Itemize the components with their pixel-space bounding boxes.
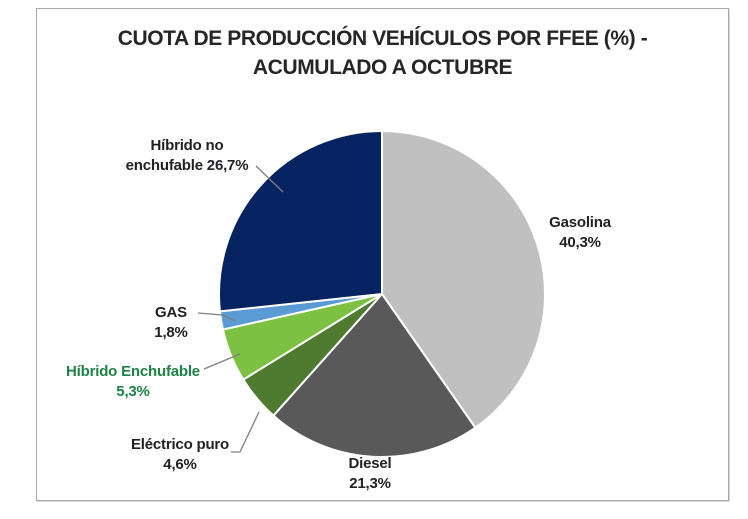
slice-label-gasolina: Gasolina 40,3% xyxy=(520,213,640,253)
slice-label-name: Eléctrico puro xyxy=(130,436,230,453)
slice-label-value: 5,3% xyxy=(116,383,150,400)
slice-label-gas: GAS 1,8% xyxy=(121,303,221,343)
slice-label-line1: Híbrido no xyxy=(150,137,224,154)
slice-label-value: 21,3% xyxy=(349,475,391,492)
pie-slices xyxy=(218,130,546,458)
slice-label-name: Gasolina xyxy=(549,214,611,231)
leader-line-hibrido-no-enchufable xyxy=(255,165,284,193)
leader-line-electrico-puro xyxy=(231,411,260,453)
slice-label-hibrido-enchufable: Híbrido Enchufable 5,3% xyxy=(53,362,213,402)
slice-label-electrico-puro: Eléctrico puro 4,6% xyxy=(100,435,260,475)
slice-label-name: GAS xyxy=(155,304,187,321)
pie-slice-gasolina xyxy=(381,130,546,429)
leader-line-hibrido-enchufable xyxy=(203,353,241,370)
slice-label-hibrido-no-enchufable: Híbrido no enchufable 26,7% xyxy=(107,136,267,176)
leader-lines xyxy=(197,165,284,453)
pie-slice-diesel xyxy=(272,293,477,458)
slice-label-value: 4,6% xyxy=(163,456,197,473)
pie-slice-hibrido-no-enchufable xyxy=(218,130,383,313)
chart-title-line1: CUOTA DE PRODUCCIÓN VEHÍCULOS POR FFEE (… xyxy=(117,27,648,50)
slice-label-value: 1,8% xyxy=(154,324,188,341)
leader-line-gas xyxy=(197,312,237,322)
slice-label-name: Híbrido Enchufable xyxy=(66,363,200,380)
slice-label-diesel: Diesel 21,3% xyxy=(310,454,430,494)
slice-label-value: 40,3% xyxy=(559,234,601,251)
chart-title-line2: ACUMULADO A OCTUBRE xyxy=(252,56,513,79)
slice-label-line2: enchufable 26,7% xyxy=(125,157,249,174)
chart-title: CUOTA DE PRODUCCIÓN VEHÍCULOS POR FFEE (… xyxy=(36,24,729,82)
slice-label-name: Diesel xyxy=(348,455,392,472)
